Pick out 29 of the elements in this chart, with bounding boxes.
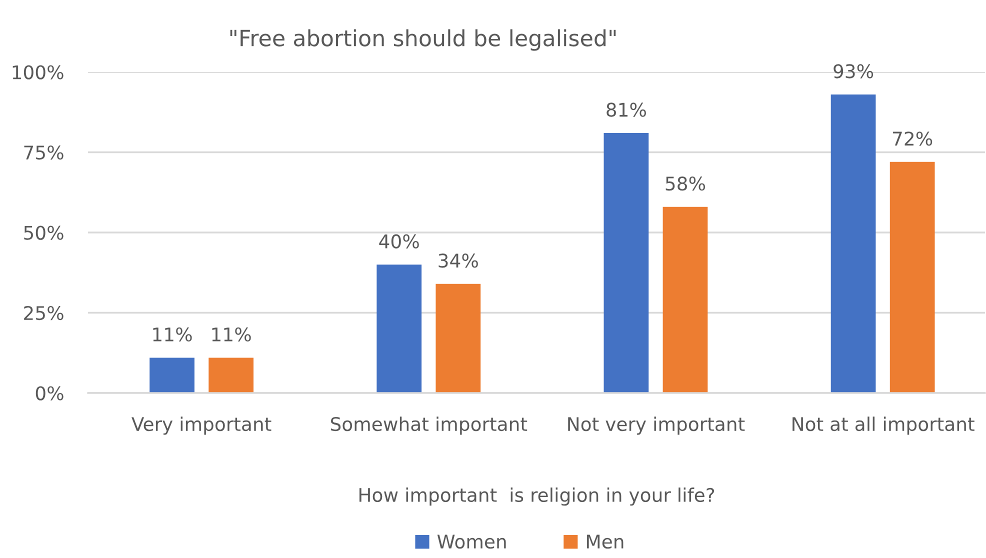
y-tick-label: 25% <box>24 306 64 320</box>
x-axis-title: How important is religion in your life? <box>359 488 714 506</box>
y-tick-label: 100% <box>12 65 64 80</box>
y-tick-label: 50% <box>24 226 64 240</box>
data-label: 34% <box>438 254 478 268</box>
legend-label: Women <box>437 534 506 549</box>
bar <box>830 94 876 393</box>
data-label: 11% <box>153 327 192 342</box>
x-tick-label: Somewhat important <box>330 416 528 435</box>
bar <box>890 162 935 393</box>
data-label: 11% <box>212 327 251 342</box>
bar <box>604 132 649 393</box>
data-label: 72% <box>893 132 932 146</box>
bar <box>150 358 194 393</box>
bar <box>376 264 422 393</box>
x-tick-label: Not very important <box>568 416 745 435</box>
bar <box>662 206 708 393</box>
data-label: 93% <box>834 64 874 78</box>
legend-label: Men <box>587 534 624 549</box>
x-tick-label: Very important <box>132 416 272 435</box>
x-tick-label: Not at all important <box>792 416 974 435</box>
bar <box>208 358 254 393</box>
y-tick-label: 0% <box>36 386 64 400</box>
chart-title: "Free abortion should be legalised" <box>230 29 616 51</box>
data-label: 58% <box>666 176 706 191</box>
y-tick-label: 75% <box>24 145 64 160</box>
bar <box>436 284 481 393</box>
data-label: 81% <box>606 102 646 117</box>
data-label: 40% <box>379 234 419 248</box>
